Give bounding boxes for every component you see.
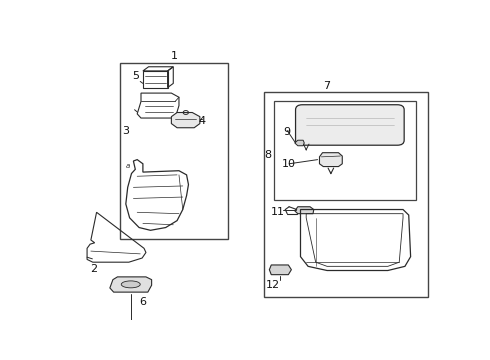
- Bar: [274, 102, 416, 200]
- Ellipse shape: [121, 281, 140, 288]
- Bar: [120, 63, 228, 239]
- Text: 11: 11: [270, 207, 285, 217]
- Polygon shape: [110, 277, 151, 292]
- Text: a: a: [126, 163, 130, 169]
- Text: 12: 12: [266, 280, 280, 290]
- Polygon shape: [270, 265, 292, 275]
- Text: 10: 10: [282, 159, 296, 169]
- Polygon shape: [295, 140, 304, 146]
- Text: 9: 9: [284, 127, 291, 137]
- Text: 5: 5: [132, 72, 139, 81]
- Polygon shape: [319, 153, 342, 167]
- Text: 8: 8: [265, 150, 272, 161]
- Text: 2: 2: [90, 264, 97, 274]
- Text: 6: 6: [139, 297, 147, 307]
- Polygon shape: [172, 112, 200, 128]
- Text: 3: 3: [122, 126, 129, 135]
- Text: 4: 4: [198, 116, 205, 126]
- Bar: [265, 92, 428, 297]
- Text: 7: 7: [323, 81, 331, 91]
- Text: 1: 1: [171, 51, 177, 61]
- Polygon shape: [295, 207, 314, 214]
- FancyBboxPatch shape: [295, 105, 404, 145]
